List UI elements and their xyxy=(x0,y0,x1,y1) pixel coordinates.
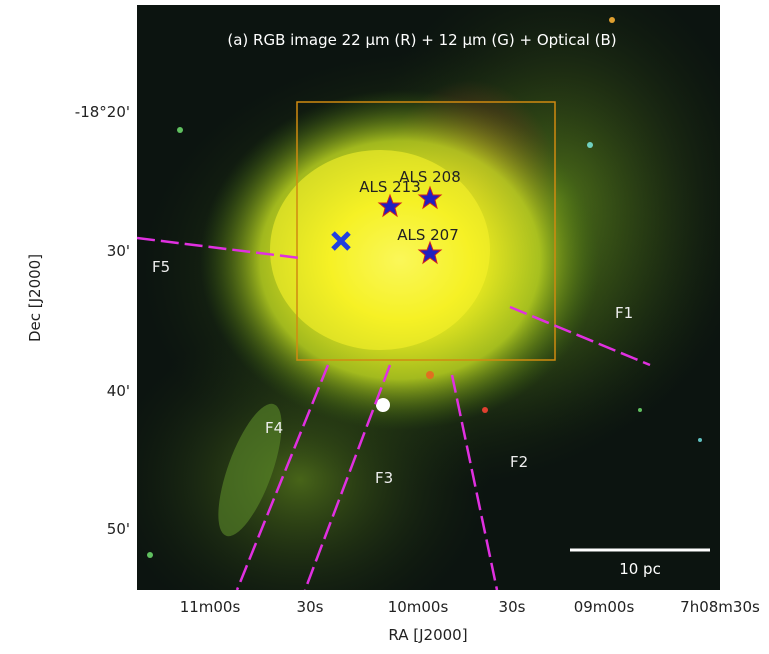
x-tick-label: 10m00s xyxy=(388,598,449,616)
filament-label: F1 xyxy=(615,304,633,322)
x-tick-label: 30s xyxy=(499,598,526,616)
filament-label: F2 xyxy=(510,453,528,471)
filament-label: F3 xyxy=(375,469,393,487)
x-tick-label: 30s xyxy=(297,598,324,616)
x-tick-label: 7h08m30s xyxy=(680,598,760,616)
figure: (a) RGB image 22 µm (R) + 12 µm (G) + Op… xyxy=(0,0,769,650)
y-tick-label: 50' xyxy=(107,520,130,538)
scale-bar-label: 10 pc xyxy=(619,560,661,578)
sky-image xyxy=(110,0,760,640)
y-axis-label: Dec [J2000] xyxy=(26,254,44,342)
x-axis-label: RA [J2000] xyxy=(388,626,467,644)
y-tick-label: -18°20' xyxy=(75,103,130,121)
star-label: ALS 213 xyxy=(359,178,421,196)
x-tick-label: 09m00s xyxy=(574,598,635,616)
star-label: ALS 207 xyxy=(397,226,459,244)
filament-label: F4 xyxy=(265,419,283,437)
image-title: (a) RGB image 22 µm (R) + 12 µm (G) + Op… xyxy=(227,31,616,49)
y-tick-label: 40' xyxy=(107,382,130,400)
y-tick-label: 30' xyxy=(107,242,130,260)
filament-label: F5 xyxy=(152,258,170,276)
x-tick-label: 11m00s xyxy=(180,598,241,616)
